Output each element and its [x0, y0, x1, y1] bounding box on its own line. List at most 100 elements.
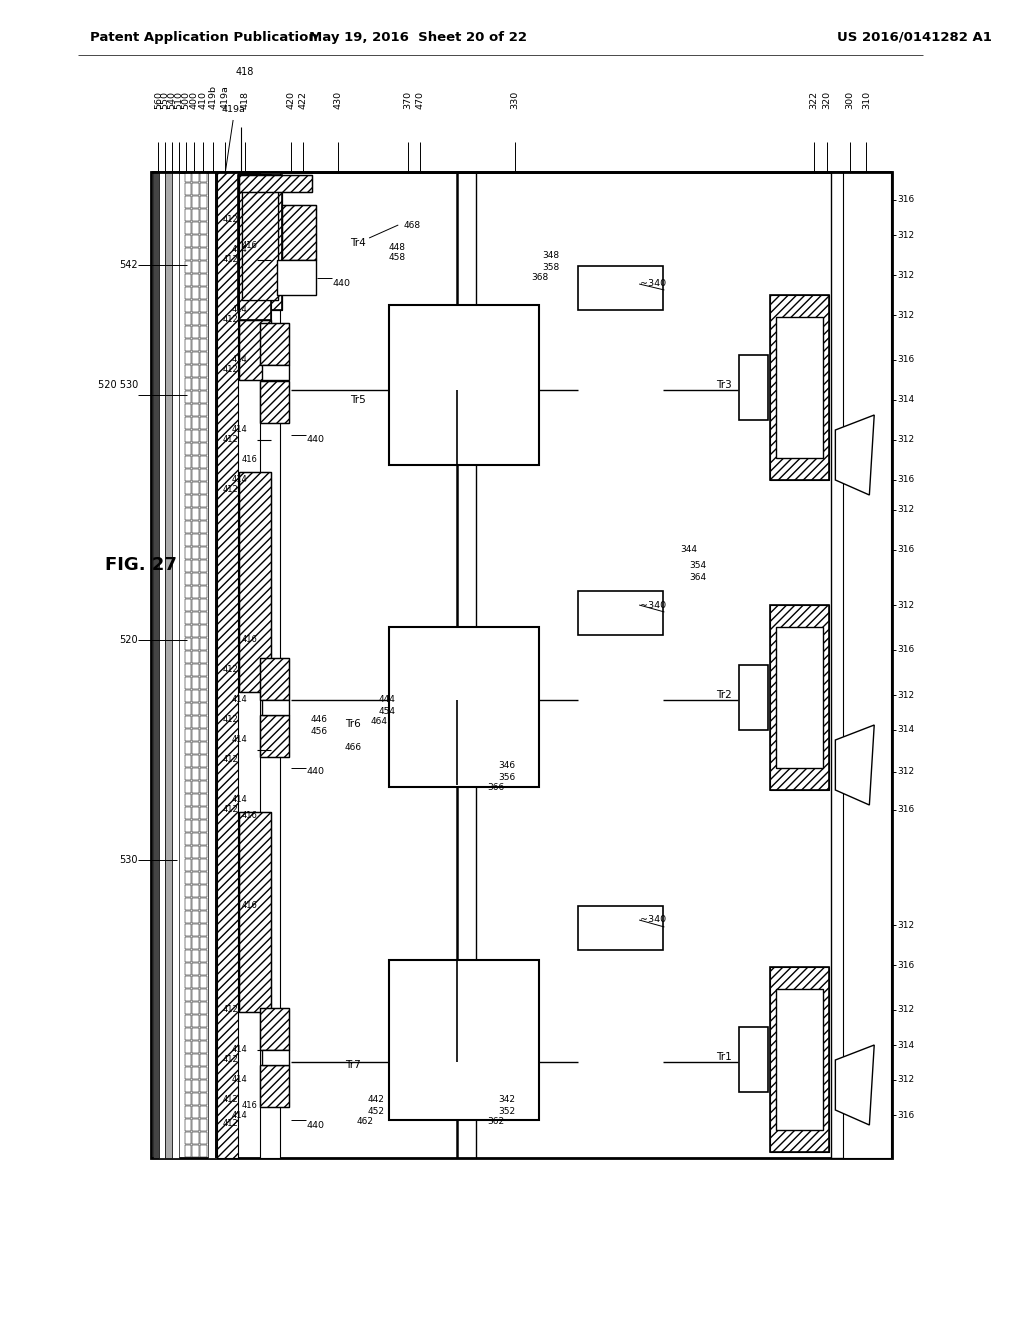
- Bar: [184, 1053, 191, 1067]
- Bar: [184, 1106, 191, 1118]
- Bar: [184, 729, 191, 741]
- Text: ~340: ~340: [640, 601, 667, 610]
- Bar: [260, 1065, 290, 1107]
- Text: 314: 314: [898, 1040, 914, 1049]
- Bar: [239, 176, 311, 191]
- Bar: [770, 968, 828, 1152]
- Bar: [193, 1093, 199, 1105]
- Bar: [184, 404, 191, 416]
- Bar: [184, 898, 191, 909]
- Bar: [193, 195, 199, 209]
- Text: Tr7: Tr7: [345, 1060, 360, 1071]
- Text: 314: 314: [898, 396, 914, 404]
- Text: 418: 418: [236, 67, 254, 77]
- Bar: [193, 768, 199, 780]
- Text: 364: 364: [690, 573, 707, 582]
- Bar: [739, 355, 768, 420]
- Bar: [200, 183, 207, 195]
- Bar: [200, 795, 207, 807]
- Bar: [193, 638, 199, 649]
- Text: 410: 410: [199, 91, 208, 110]
- Bar: [200, 275, 207, 286]
- Bar: [260, 657, 290, 700]
- Text: 560: 560: [154, 91, 163, 110]
- Bar: [200, 859, 207, 871]
- Bar: [200, 846, 207, 858]
- Bar: [208, 172, 217, 1158]
- Bar: [262, 700, 290, 715]
- Bar: [184, 326, 191, 338]
- Bar: [193, 781, 199, 793]
- Text: 414: 414: [232, 355, 248, 364]
- Text: Tr3: Tr3: [716, 380, 731, 389]
- Bar: [184, 1080, 191, 1092]
- Text: 440: 440: [307, 767, 325, 776]
- Polygon shape: [836, 725, 874, 805]
- Bar: [200, 690, 207, 702]
- Bar: [184, 586, 191, 598]
- Bar: [193, 599, 199, 611]
- Bar: [193, 1041, 199, 1053]
- Text: 412: 412: [222, 805, 239, 814]
- Bar: [200, 339, 207, 351]
- Text: 312: 312: [898, 690, 914, 700]
- Bar: [770, 294, 828, 480]
- Text: 422: 422: [299, 91, 307, 110]
- Text: 330: 330: [510, 91, 519, 110]
- Bar: [193, 430, 199, 442]
- Bar: [193, 1144, 199, 1158]
- Text: 414: 414: [232, 305, 248, 314]
- Bar: [200, 599, 207, 611]
- Bar: [184, 535, 191, 546]
- Bar: [193, 1053, 199, 1067]
- Text: 470: 470: [415, 91, 424, 110]
- Bar: [193, 1119, 199, 1131]
- Text: 418: 418: [241, 91, 249, 110]
- Bar: [184, 989, 191, 1001]
- Bar: [200, 404, 207, 416]
- Bar: [193, 833, 199, 845]
- Bar: [200, 326, 207, 338]
- Bar: [843, 172, 891, 1158]
- Text: 312: 312: [898, 271, 914, 280]
- Bar: [200, 300, 207, 312]
- Bar: [200, 768, 207, 780]
- Text: 312: 312: [898, 506, 914, 515]
- Text: 316: 316: [898, 1110, 914, 1119]
- Bar: [200, 195, 207, 209]
- Bar: [200, 884, 207, 898]
- Bar: [262, 366, 290, 380]
- Text: 416: 416: [242, 900, 258, 909]
- Bar: [200, 222, 207, 234]
- Text: 314: 314: [898, 726, 914, 734]
- Bar: [184, 833, 191, 845]
- Bar: [200, 209, 207, 220]
- Text: 440: 440: [332, 279, 350, 288]
- Bar: [184, 820, 191, 832]
- Bar: [830, 172, 891, 1158]
- Bar: [184, 846, 191, 858]
- Bar: [193, 807, 199, 818]
- Bar: [739, 1027, 768, 1092]
- Text: FIG. 27: FIG. 27: [104, 556, 177, 574]
- Bar: [193, 898, 199, 909]
- Bar: [193, 1028, 199, 1040]
- Bar: [184, 417, 191, 429]
- Text: 400: 400: [189, 91, 199, 110]
- Bar: [184, 508, 191, 520]
- Bar: [193, 286, 199, 300]
- Bar: [193, 964, 199, 975]
- Text: ~340: ~340: [640, 916, 667, 924]
- Bar: [200, 833, 207, 845]
- Text: 414: 414: [232, 475, 248, 484]
- Text: 414: 414: [232, 246, 248, 255]
- Text: 354: 354: [690, 561, 707, 569]
- Bar: [184, 195, 191, 209]
- Bar: [200, 1041, 207, 1053]
- Bar: [193, 573, 199, 585]
- Text: 442: 442: [368, 1096, 384, 1105]
- Bar: [193, 755, 199, 767]
- Text: 312: 312: [898, 1006, 914, 1015]
- Bar: [184, 235, 191, 247]
- Bar: [200, 1053, 207, 1067]
